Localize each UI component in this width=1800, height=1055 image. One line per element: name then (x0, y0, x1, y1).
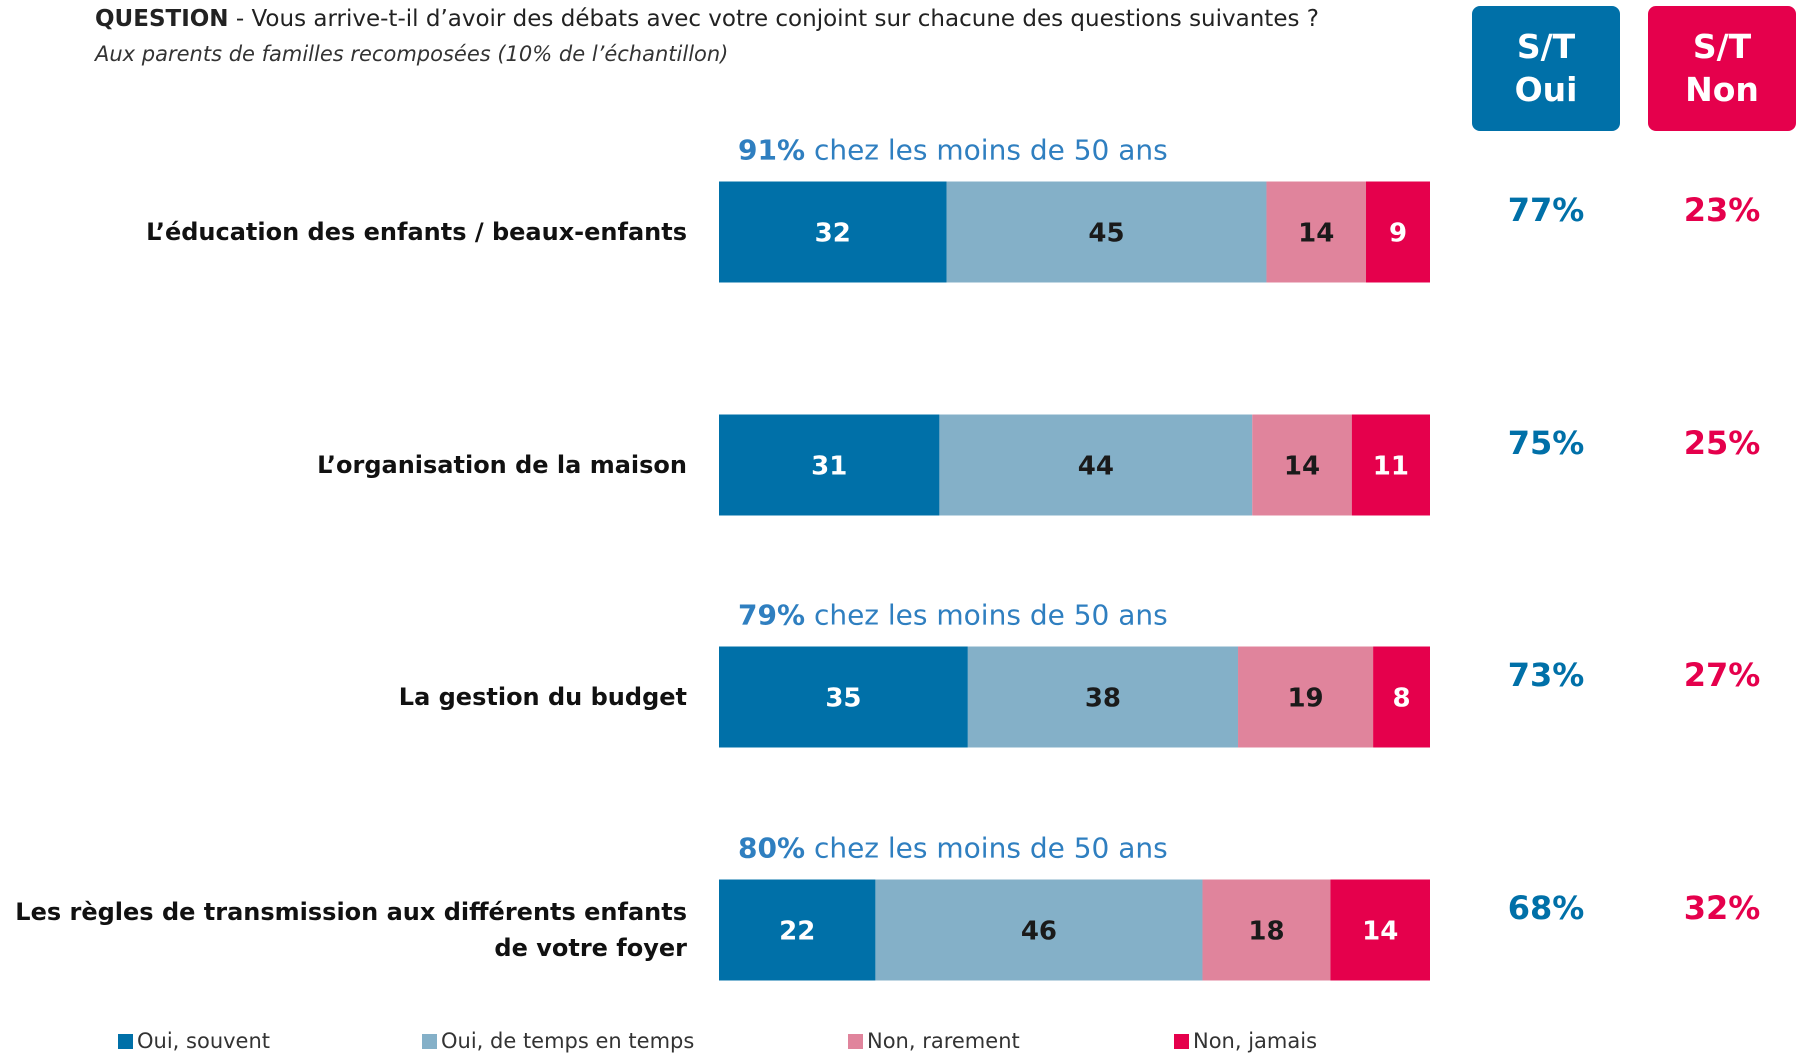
bar-segment (1238, 646, 1374, 748)
bar-value-label: 35 (825, 684, 861, 714)
bar-segment (719, 879, 876, 981)
total-value: 75% (1507, 424, 1585, 462)
legend-item: Non, jamais (1174, 1029, 1317, 1053)
annotation: 80% chez les moins de 50 ans (738, 832, 1168, 865)
annotation-value: 80% (738, 831, 806, 865)
annotation-text: chez les moins de 50 ans (813, 598, 1168, 632)
bar-value-label: 14 (1284, 452, 1320, 482)
bar-value-label: 32 (815, 219, 851, 249)
bar-segment (875, 879, 1203, 981)
annotation: 91% chez les moins de 50 ans (738, 134, 1168, 167)
bar-segment (1330, 879, 1430, 981)
legend-swatch (848, 1033, 863, 1049)
bar-value-label: 9 (1389, 219, 1407, 249)
total-header: S/T Oui (1472, 6, 1620, 131)
total-header: S/T Non (1648, 6, 1796, 131)
bar-segment (1351, 414, 1430, 516)
bar-value-label: 44 (1078, 452, 1114, 482)
bar-value-label: 45 (1088, 219, 1124, 249)
subtitle: Aux parents de familles recomposées (10%… (95, 42, 729, 66)
legend-label: Non, rarement (867, 1029, 1020, 1053)
bar-value-label: 18 (1248, 917, 1284, 947)
category-label: L’éducation des enfants / beaux-enfants (146, 218, 687, 246)
category-label: L’organisation de la maison (317, 451, 687, 479)
total-value: 68% (1507, 889, 1585, 927)
category-label: La gestion du budget (398, 683, 687, 711)
bar-value-label: 11 (1373, 452, 1409, 482)
bar-value-label: 19 (1287, 684, 1323, 714)
total-value: 25% (1683, 424, 1761, 462)
bar-value-label: 22 (779, 917, 815, 947)
legend-swatch (422, 1033, 437, 1049)
legend-item: Non, rarement (848, 1029, 1020, 1053)
bar-segment (939, 414, 1253, 516)
category-label: Les règles de transmission aux différent… (15, 898, 687, 962)
bar-segment (1266, 181, 1367, 283)
annotation: 79% chez les moins de 50 ans (738, 599, 1168, 632)
bar-segment (719, 414, 940, 516)
bar-segment (1202, 879, 1331, 981)
annotation-value: 91% (738, 133, 806, 167)
legend-item: Oui, souvent (118, 1029, 270, 1053)
question-text: - Vous arrive-t-il d’avoir des débats av… (235, 6, 1319, 32)
bar-segment (719, 181, 947, 283)
legend-label: Oui, souvent (137, 1029, 271, 1053)
legend-item: Oui, de temps en temps (422, 1029, 694, 1053)
bar-segment (1373, 646, 1430, 748)
bar-value-label: 8 (1393, 684, 1411, 714)
annotation-value: 79% (738, 598, 806, 632)
bar-segment (719, 646, 968, 748)
total-value: 27% (1683, 656, 1761, 694)
total-value: 77% (1507, 191, 1585, 229)
total-value: 23% (1683, 191, 1761, 229)
legend-label: Oui, de temps en temps (441, 1029, 695, 1053)
total-value: 32% (1683, 889, 1761, 927)
bar-value-label: 46 (1021, 917, 1057, 947)
legend-label: Non, jamais (1193, 1029, 1318, 1053)
question: QUESTION - Vous arrive-t-il d’avoir des … (95, 6, 1319, 32)
bar-segment (1252, 414, 1352, 516)
annotation-text: chez les moins de 50 ans (813, 133, 1168, 167)
annotation-text: chez les moins de 50 ans (813, 831, 1168, 865)
bar-segment (967, 646, 1239, 748)
bar-value-label: 38 (1085, 684, 1121, 714)
bar-value-label: 14 (1298, 219, 1334, 249)
bar-value-label: 14 (1362, 917, 1398, 947)
question-label: QUESTION (95, 6, 229, 32)
bar-segment (1366, 181, 1430, 283)
legend-swatch (1174, 1033, 1189, 1049)
legend-swatch (118, 1033, 133, 1049)
total-value: 73% (1507, 656, 1585, 694)
bar-value-label: 31 (811, 452, 847, 482)
bar-segment (946, 181, 1267, 283)
